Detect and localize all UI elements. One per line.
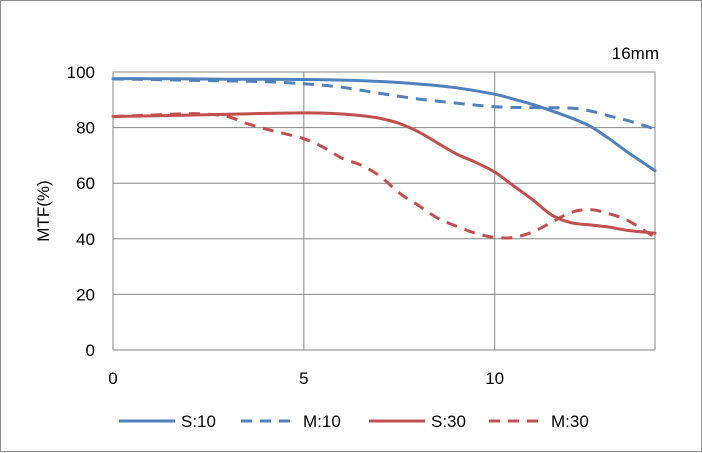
legend-label-m-30: M:30 <box>551 412 589 431</box>
legend-label-m-10: M:10 <box>303 412 341 431</box>
legend-label-s-10: S:10 <box>181 412 216 431</box>
y-tick-label: 40 <box>76 230 95 249</box>
x-tick-label: 0 <box>108 369 117 388</box>
y-axis-title: MTF(%) <box>34 180 53 241</box>
legend-label-s-30: S:30 <box>431 412 466 431</box>
y-tick-label: 60 <box>76 174 95 193</box>
series-line-m-30 <box>112 112 656 240</box>
x-tick-label: 10 <box>485 369 504 388</box>
series-line-s-30 <box>111 111 657 235</box>
series-line-m-10 <box>112 77 656 131</box>
y-tick-label: 20 <box>76 285 95 304</box>
chart-title: 16mm <box>612 44 659 63</box>
y-tick-label: 0 <box>86 341 95 360</box>
x-tick-label: 5 <box>299 369 308 388</box>
series-line-s-10 <box>111 77 657 173</box>
series-layer <box>111 77 657 240</box>
y-tick-label: 100 <box>67 63 95 82</box>
y-tick-label: 80 <box>76 119 95 138</box>
legend: S:10 M:10 S:30 M:30 <box>119 412 589 431</box>
grid-layer <box>112 71 656 351</box>
axis-layer: 0 20 40 60 80 100 0 5 10 <box>67 63 505 388</box>
plot-border <box>112 71 656 351</box>
